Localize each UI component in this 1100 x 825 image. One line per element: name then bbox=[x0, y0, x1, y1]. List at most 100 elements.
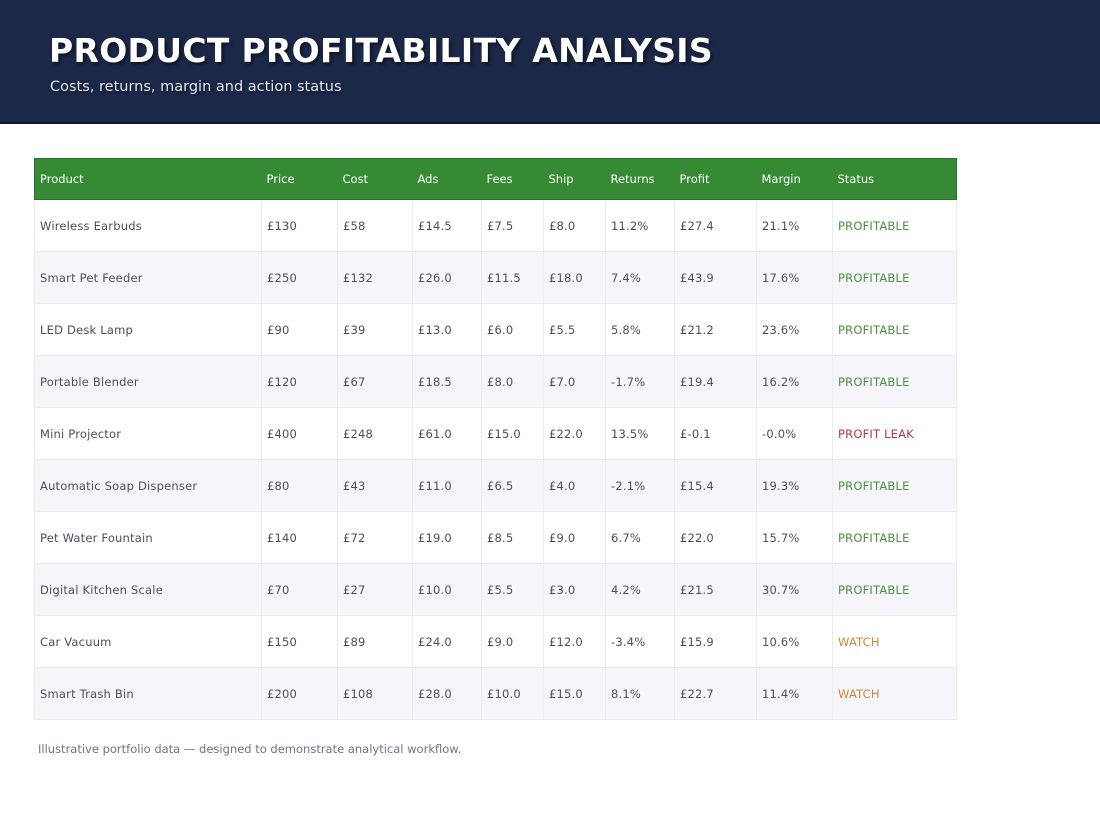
cell-cost: £108 bbox=[337, 667, 413, 720]
cell-product: Mini Projector bbox=[34, 407, 262, 460]
cell-profit: £43.9 bbox=[674, 251, 757, 304]
column-header-product[interactable]: Product bbox=[34, 158, 262, 200]
cell-ship: £4.0 bbox=[543, 459, 606, 512]
cell-margin: 21.1% bbox=[756, 199, 833, 252]
cell-cost: £72 bbox=[337, 511, 413, 564]
table-row[interactable]: Portable Blender £120 £67 £18.5 £8.0 £7.0 -1.7… bbox=[34, 355, 957, 408]
column-header-ads[interactable]: Ads bbox=[412, 158, 482, 200]
cell-cost: £43 bbox=[337, 459, 413, 512]
cell-margin: -0.0% bbox=[756, 407, 833, 460]
cell-price: £400 bbox=[261, 407, 338, 460]
cell-profit: £22.7 bbox=[674, 667, 757, 720]
cell-returns: 6.7% bbox=[605, 511, 675, 564]
cell-returns: 13.5% bbox=[605, 407, 675, 460]
cell-returns: 5.8% bbox=[605, 303, 675, 356]
cell-cost: £58 bbox=[337, 199, 413, 252]
cell-product: Smart Trash Bin bbox=[34, 667, 262, 720]
cell-cost: £248 bbox=[337, 407, 413, 460]
cell-ads: £11.0 bbox=[412, 459, 482, 512]
cell-margin: 19.3% bbox=[756, 459, 833, 512]
cell-ship: £8.0 bbox=[543, 199, 606, 252]
cell-cost: £39 bbox=[337, 303, 413, 356]
table-row[interactable]: Car Vacuum £150 £89 £24.0 £9.0 £12.0 -3.4% £15.… bbox=[34, 615, 957, 668]
page-title: PRODUCT PROFITABILITY ANALYSIS bbox=[49, 31, 713, 70]
profitability-table: Product Price Cost Ads Fees Ship Returns… bbox=[34, 158, 957, 720]
table-body: Wireless Earbuds £130 £58 £14.5 £7.5 £8.0 11.2… bbox=[34, 199, 957, 720]
cell-status: WATCH bbox=[832, 615, 957, 668]
cell-fees: £8.5 bbox=[481, 511, 544, 564]
table-row[interactable]: Pet Water Fountain £140 £72 £19.0 £8.5 £9.0 6.… bbox=[34, 511, 957, 564]
column-header-profit[interactable]: Profit bbox=[674, 158, 757, 200]
cell-returns: -1.7% bbox=[605, 355, 675, 408]
cell-cost: £89 bbox=[337, 615, 413, 668]
cell-price: £150 bbox=[261, 615, 338, 668]
cell-fees: £15.0 bbox=[481, 407, 544, 460]
cell-cost: £67 bbox=[337, 355, 413, 408]
cell-ads: £18.5 bbox=[412, 355, 482, 408]
cell-profit: £22.0 bbox=[674, 511, 757, 564]
column-header-status[interactable]: Status bbox=[832, 158, 957, 200]
cell-product: Wireless Earbuds bbox=[34, 199, 262, 252]
cell-profit: £21.5 bbox=[674, 563, 757, 616]
cell-fees: £10.0 bbox=[481, 667, 544, 720]
cell-status: PROFITABLE bbox=[832, 251, 957, 304]
page-subtitle: Costs, returns, margin and action status bbox=[50, 79, 342, 95]
table-row[interactable]: Digital Kitchen Scale £70 £27 £10.0 £5.5 £3.0… bbox=[34, 563, 957, 616]
table-row[interactable]: Mini Projector £400 £248 £61.0 £15.0 £22.0 13.… bbox=[34, 407, 957, 460]
cell-fees: £6.5 bbox=[481, 459, 544, 512]
cell-product: Smart Pet Feeder bbox=[34, 251, 262, 304]
table-row[interactable]: LED Desk Lamp £90 £39 £13.0 £6.0 £5.5 5.8% £21.… bbox=[34, 303, 957, 356]
cell-margin: 23.6% bbox=[756, 303, 833, 356]
cell-margin: 16.2% bbox=[756, 355, 833, 408]
cell-ads: £14.5 bbox=[412, 199, 482, 252]
column-header-margin[interactable]: Margin bbox=[756, 158, 833, 200]
cell-margin: 30.7% bbox=[756, 563, 833, 616]
column-header-price[interactable]: Price bbox=[261, 158, 338, 200]
cell-price: £120 bbox=[261, 355, 338, 408]
cell-returns: 11.2% bbox=[605, 199, 675, 252]
cell-returns: -3.4% bbox=[605, 615, 675, 668]
cell-ship: £7.0 bbox=[543, 355, 606, 408]
cell-status: PROFITABLE bbox=[832, 355, 957, 408]
column-header-cost[interactable]: Cost bbox=[337, 158, 413, 200]
cell-fees: £11.5 bbox=[481, 251, 544, 304]
table-row[interactable]: Smart Trash Bin £200 £108 £28.0 £10.0 £15.0 8.… bbox=[34, 667, 957, 720]
cell-product: Pet Water Fountain bbox=[34, 511, 262, 564]
cell-product: Digital Kitchen Scale bbox=[34, 563, 262, 616]
cell-profit: £19.4 bbox=[674, 355, 757, 408]
cell-ship: £22.0 bbox=[543, 407, 606, 460]
column-header-ship[interactable]: Ship bbox=[543, 158, 606, 200]
cell-profit: £-0.1 bbox=[674, 407, 757, 460]
cell-fees: £6.0 bbox=[481, 303, 544, 356]
cell-ship: £18.0 bbox=[543, 251, 606, 304]
cell-price: £90 bbox=[261, 303, 338, 356]
cell-profit: £15.4 bbox=[674, 459, 757, 512]
cell-profit: £27.4 bbox=[674, 199, 757, 252]
column-header-fees[interactable]: Fees bbox=[481, 158, 544, 200]
cell-margin: 10.6% bbox=[756, 615, 833, 668]
cell-ads: £13.0 bbox=[412, 303, 482, 356]
footer-note: Illustrative portfolio data — designed t… bbox=[38, 742, 462, 756]
cell-status: PROFITABLE bbox=[832, 303, 957, 356]
cell-ads: £28.0 bbox=[412, 667, 482, 720]
cell-status: PROFITABLE bbox=[832, 459, 957, 512]
cell-ship: £5.5 bbox=[543, 303, 606, 356]
cell-ship: £12.0 bbox=[543, 615, 606, 668]
cell-price: £140 bbox=[261, 511, 338, 564]
table-row[interactable]: Automatic Soap Dispenser £80 £43 £11.0 £6.5 £… bbox=[34, 459, 957, 512]
table-row[interactable]: Wireless Earbuds £130 £58 £14.5 £7.5 £8.0 11.2… bbox=[34, 199, 957, 252]
cell-returns: 8.1% bbox=[605, 667, 675, 720]
cell-price: £70 bbox=[261, 563, 338, 616]
table-row[interactable]: Smart Pet Feeder £250 £132 £26.0 £11.5 £18.0 7… bbox=[34, 251, 957, 304]
cell-status: PROFITABLE bbox=[832, 199, 957, 252]
cell-product: Automatic Soap Dispenser bbox=[34, 459, 262, 512]
cell-ads: £24.0 bbox=[412, 615, 482, 668]
column-header-returns[interactable]: Returns bbox=[605, 158, 675, 200]
cell-ads: £19.0 bbox=[412, 511, 482, 564]
cell-price: £130 bbox=[261, 199, 338, 252]
cell-profit: £15.9 bbox=[674, 615, 757, 668]
cell-status: PROFIT LEAK bbox=[832, 407, 957, 460]
cell-ads: £10.0 bbox=[412, 563, 482, 616]
cell-status: WATCH bbox=[832, 667, 957, 720]
cell-price: £80 bbox=[261, 459, 338, 512]
